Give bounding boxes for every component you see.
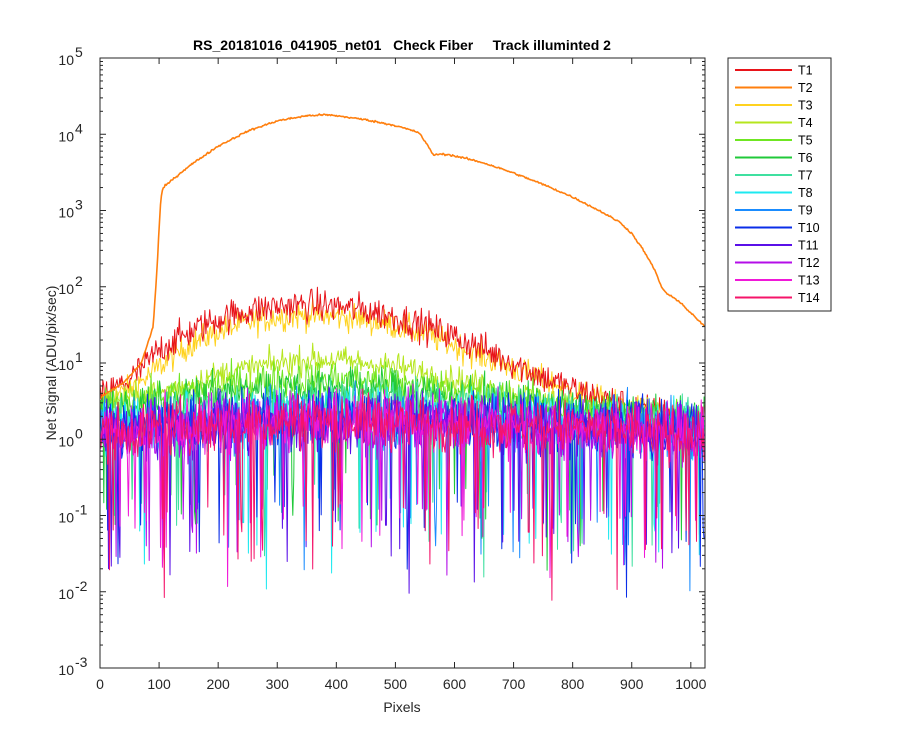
y-tick-label: 10 [58, 662, 74, 678]
series-line-T14 [99, 388, 705, 601]
x-tick-label: 500 [384, 676, 408, 692]
x-axis-label: Pixels [383, 699, 420, 715]
legend-label-T1: T1 [798, 64, 813, 78]
y-tick-exponent: 0 [75, 425, 83, 441]
legend-label-T12: T12 [798, 256, 820, 270]
y-tick-label: 10 [58, 510, 74, 526]
y-tick-exponent: -3 [75, 654, 88, 670]
chart-title: RS_20181016_041905_net01 Check Fiber Tra… [193, 37, 611, 53]
y-tick-label: 10 [58, 52, 74, 68]
y-tick-label: 10 [58, 128, 74, 144]
legend-label-T6: T6 [798, 151, 813, 165]
x-tick-label: 800 [561, 676, 585, 692]
x-tick-label: 200 [206, 676, 230, 692]
legend-label-T11: T11 [798, 239, 819, 253]
x-tick-label: 700 [502, 676, 526, 692]
legend: T1 T2 T3 T4 T5 T6 T7 T8 T9 T10 T11 T12 T13 T14 [727, 57, 832, 312]
y-tick-label: 10 [58, 205, 74, 221]
x-tick-label: 100 [147, 676, 171, 692]
y-axis-label: Net Signal (ADU/pix/sec) [43, 286, 59, 441]
y-tick-label: 10 [58, 357, 74, 373]
series-layer [99, 113, 705, 601]
x-tick-label: 1000 [675, 676, 706, 692]
legend-box [727, 57, 832, 312]
x-tick-label: 400 [325, 676, 349, 692]
legend-label-T13: T13 [798, 274, 820, 288]
series-line-T2 [99, 113, 705, 399]
y-tick-label: 10 [58, 433, 74, 449]
y-tick-exponent: 4 [75, 120, 83, 136]
y-tick-label: 10 [58, 281, 74, 297]
x-tick-label: 0 [96, 676, 104, 692]
y-tick-exponent: 5 [75, 44, 83, 60]
legend-label-T7: T7 [798, 169, 813, 183]
legend-label-T4: T4 [798, 116, 813, 130]
y-tick-exponent: -2 [75, 578, 88, 594]
y-tick-exponent: 1 [75, 349, 83, 365]
y-tick-exponent: 3 [75, 197, 83, 213]
legend-label-T10: T10 [798, 221, 820, 235]
y-tick-label: 10 [58, 586, 74, 602]
x-tick-label: 900 [620, 676, 644, 692]
legend-label-T14: T14 [798, 291, 820, 305]
legend-label-T2: T2 [798, 81, 813, 95]
legend-label-T8: T8 [798, 186, 813, 200]
legend-label-T5: T5 [798, 134, 813, 148]
legend-label-T3: T3 [798, 99, 813, 113]
legend-label-T9: T9 [798, 204, 813, 218]
y-tick-exponent: 2 [75, 273, 83, 289]
y-tick-exponent: -1 [75, 502, 88, 518]
x-tick-label: 300 [266, 676, 290, 692]
x-tick-label: 600 [443, 676, 467, 692]
